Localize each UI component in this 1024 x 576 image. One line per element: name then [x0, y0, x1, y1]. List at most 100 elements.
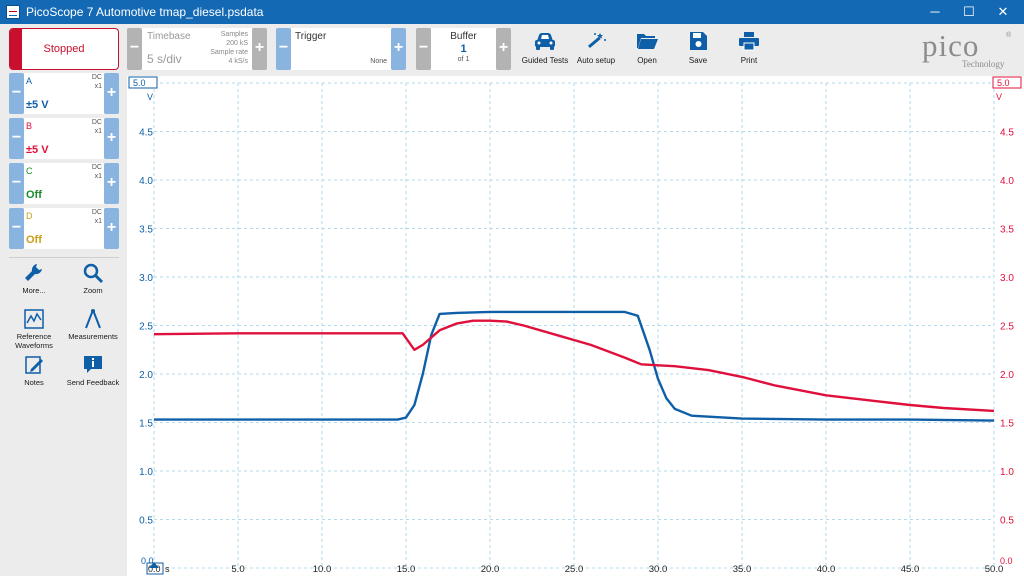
y-tick-label-right: 4.0	[1000, 176, 1014, 187]
buffer-increase-button[interactable]: +	[496, 28, 511, 70]
wrench-icon	[25, 264, 42, 281]
reference-waveform-icon	[24, 309, 44, 329]
print-button[interactable]: Print	[722, 28, 776, 72]
zoom-button[interactable]: Zoom	[63, 262, 123, 295]
channel-b-control: − B DC x1 ±5 V +	[9, 118, 119, 159]
print-label: Print	[740, 56, 758, 65]
magnifier-icon	[83, 263, 104, 284]
close-button[interactable]: ✕	[997, 4, 1009, 19]
trigger-marker-icon	[149, 562, 159, 568]
series-line-channel-a	[154, 310, 995, 422]
x-tick-label: 10.0	[313, 564, 332, 575]
x-unit-label: s	[165, 564, 170, 574]
toolbar: Stopped − Timebase 5 s/div Samples 200 k…	[0, 24, 1024, 76]
buffer-of: of 1	[457, 56, 470, 63]
channel-d-decrease-button[interactable]: −	[9, 208, 24, 249]
trigger-decrease-button[interactable]: −	[276, 28, 291, 70]
magic-wand-icon	[587, 33, 606, 49]
timebase-panel[interactable]: Timebase 5 s/div Samples 200 kS Sample r…	[142, 28, 252, 70]
x-tick-label: 15.0	[397, 564, 416, 575]
channel-d-name: D	[26, 211, 33, 221]
y-tick-label-left: 4.0	[139, 176, 153, 187]
title-bar: PicoScope 7 Automotive tmap_diesel.psdat…	[0, 0, 1024, 24]
sidebar-divider	[9, 257, 119, 258]
run-stop-button[interactable]: Stopped	[9, 28, 119, 70]
channel-c-increase-button[interactable]: +	[104, 163, 119, 204]
timebase-value: 5 s/div	[147, 52, 182, 66]
y-tick-label-left: 4.5	[139, 128, 153, 139]
y-tick-label-left-bottom: 0.0	[141, 556, 154, 566]
y-tick-label-right: 4.5	[1000, 128, 1014, 139]
buffer-value: 1	[460, 43, 467, 55]
sample-rate-value: 4 kS/s	[228, 58, 248, 65]
send-feedback-button[interactable]: Send Feedback	[63, 354, 123, 387]
timebase-decrease-button[interactable]: −	[127, 28, 142, 70]
channel-d-increase-button[interactable]: +	[104, 208, 119, 249]
waveform-plot[interactable]: 0.5 1.0 1.5 2.0 2.5 3.0 3.5 4.0 4.5 0.5 1.0 1.5 2.0 2…	[127, 76, 1024, 576]
measurements-label: Measurements	[68, 332, 118, 341]
reference-waveforms-label: Reference Waveforms	[15, 332, 53, 350]
logo-registered: ®	[1006, 32, 1012, 39]
x-tick-label: 25.0	[565, 564, 584, 575]
channel-a-probe: x1	[94, 83, 102, 90]
trigger-increase-button[interactable]: +	[391, 28, 406, 70]
buffer-decrease-button[interactable]: −	[416, 28, 431, 70]
axis-a-top-marker	[128, 76, 158, 89]
x-tick-label: 5.0	[231, 564, 244, 575]
samples-value: 200 kS	[226, 40, 248, 47]
window-title: PicoScope 7 Automotive tmap_diesel.psdat…	[26, 5, 264, 19]
trigger-label: Trigger	[295, 31, 327, 42]
channel-a-decrease-button[interactable]: −	[9, 73, 24, 114]
channel-b-box[interactable]: B DC x1 ±5 V	[24, 118, 104, 159]
channel-b-increase-button[interactable]: +	[104, 118, 119, 159]
channel-c-box[interactable]: C DC x1 Off	[24, 163, 104, 204]
printer-icon	[739, 32, 759, 51]
y-tick-label-right: 3.5	[1000, 225, 1014, 236]
y-tick-label-left: 0.5	[139, 516, 153, 527]
timebase-label: Timebase	[147, 31, 191, 42]
maximize-button[interactable]: ☐	[963, 4, 975, 19]
scope-graph[interactable]: 0.5 1.0 1.5 2.0 2.5 3.0 3.5 4.0 4.5 0.5 1.0 1.5 2.0 2…	[127, 76, 1024, 576]
channel-c-name: C	[26, 166, 33, 176]
guided-tests-button[interactable]: Guided Tests	[518, 28, 572, 72]
save-button[interactable]: Save	[671, 28, 725, 72]
channel-d-probe: x1	[94, 218, 102, 225]
x-tick-label: 35.0	[733, 564, 752, 575]
trigger-panel[interactable]: Trigger None	[291, 28, 391, 70]
channel-d-range: Off	[26, 234, 42, 246]
channel-sidebar: − A DC x1 ±5 V + − B DC x1 ±5 V + − C DC	[0, 73, 127, 576]
more-button[interactable]: More...	[4, 262, 64, 295]
auto-setup-label: Auto setup	[576, 56, 616, 65]
car-icon	[535, 33, 555, 50]
x-tick-label: 40.0	[817, 564, 836, 575]
y-tick-label-right-top: 5.0	[997, 78, 1010, 88]
x-tick-label: 50.0	[985, 564, 1004, 575]
x-origin-marker	[146, 562, 164, 575]
open-button[interactable]: Open	[620, 28, 674, 72]
measurements-button[interactable]: Measurements	[63, 308, 123, 341]
channel-a-increase-button[interactable]: +	[104, 73, 119, 114]
minimize-button[interactable]: ─	[930, 4, 940, 19]
x-tick-label: 20.0	[481, 564, 500, 575]
auto-setup-button[interactable]: Auto setup	[569, 28, 623, 72]
guided-tests-label: Guided Tests	[521, 56, 569, 65]
channel-d-box[interactable]: D DC x1 Off	[24, 208, 104, 249]
y-tick-label-left: 3.0	[139, 273, 153, 284]
y-tick-label-left: 2.5	[139, 322, 153, 333]
channel-a-box[interactable]: A DC x1 ±5 V	[24, 73, 104, 114]
timebase-increase-button[interactable]: +	[252, 28, 267, 70]
reference-waveforms-button[interactable]: Reference Waveforms	[4, 308, 64, 350]
channel-d-coupling: DC	[91, 209, 102, 216]
send-feedback-label: Send Feedback	[66, 378, 120, 387]
channel-b-decrease-button[interactable]: −	[9, 118, 24, 159]
samples-label: Samples	[220, 31, 248, 38]
caliper-icon	[85, 309, 101, 329]
channel-c-decrease-button[interactable]: −	[9, 163, 24, 204]
y-unit-left: V	[147, 92, 153, 102]
axis-b-top-marker	[992, 76, 1022, 89]
x-tick-label: 30.0	[649, 564, 668, 575]
logo-word: pico	[922, 28, 980, 63]
notes-icon	[25, 356, 43, 374]
notes-button[interactable]: Notes	[4, 354, 64, 387]
